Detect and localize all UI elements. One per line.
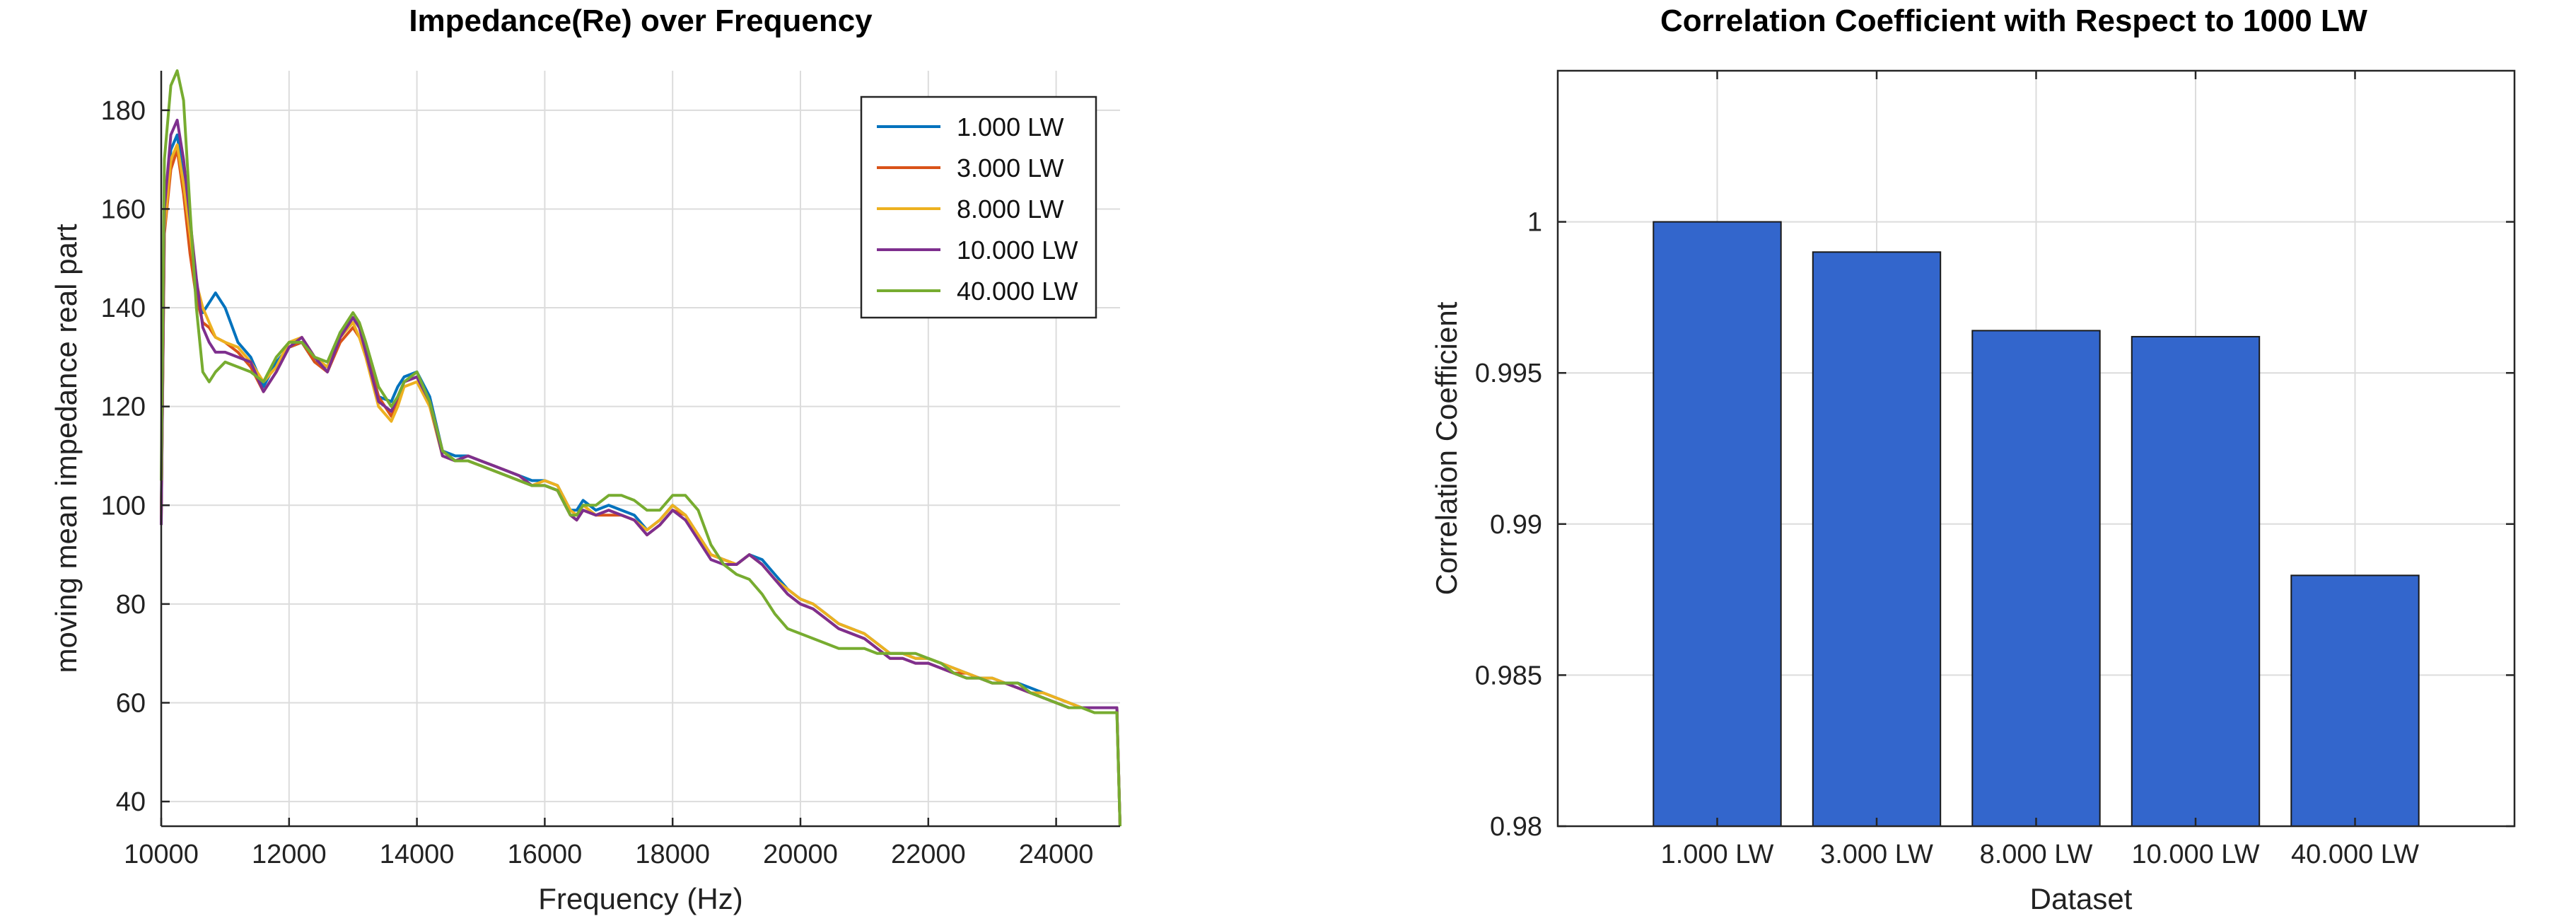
chart1-ytick-label: 40	[116, 787, 146, 817]
chart1-xtick-label: 18000	[635, 840, 710, 869]
chart1-legend-label: 1.000 LW	[957, 112, 1063, 141]
chart1-xtick-label: 12000	[252, 840, 327, 869]
chart2-ytick-label: 0.98	[1490, 812, 1542, 842]
chart1-y-label: moving mean impedance real part	[49, 224, 83, 673]
chart2-xtick-label: 40.000 LW	[2291, 840, 2419, 869]
chart2-bar	[1812, 251, 1942, 827]
chart1-xtick-label: 16000	[508, 840, 583, 869]
chart1-series	[160, 69, 1121, 827]
chart1-ytick-label: 100	[101, 491, 146, 521]
chart1-xtick-label: 24000	[1019, 840, 1094, 869]
chart2-xtick-label: 8.000 LW	[1980, 840, 2093, 869]
chart2-x-label: Dataset	[2030, 882, 2133, 915]
chart1-series-line	[160, 69, 1121, 827]
chart2-y-label: Correlation Coefficient	[1430, 301, 1463, 595]
chart2-xtick-label: 10.000 LW	[2132, 840, 2260, 869]
correlation-bar-chart: Correlation Coefficient with Respect to …	[1430, 4, 2516, 915]
chart2-bar	[1653, 221, 1782, 828]
chart2-xtick-label: 1.000 LW	[1661, 840, 1774, 869]
chart1-ytick-label: 80	[116, 590, 146, 620]
chart1-legend-label: 40.000 LW	[957, 277, 1078, 306]
chart1-ytick-label: 60	[116, 688, 146, 718]
chart2-bar	[2131, 335, 2261, 828]
chart2-xtick-label: 3.000 LW	[1820, 840, 1933, 869]
chart1-x-label: Frequency (Hz)	[538, 882, 742, 915]
chart2-ytick-label: 0.99	[1490, 510, 1542, 540]
chart1-legend-label: 3.000 LW	[957, 154, 1063, 183]
chart1-xtick-label: 22000	[891, 840, 966, 869]
chart1-xtick-label: 14000	[380, 840, 455, 869]
chart1-ticks: 10000 12000 14000 16000 18000 20000 22000 24000…	[101, 96, 1094, 869]
chart2-bar	[2290, 574, 2420, 827]
impedance-line-chart: Impedance(Re) over Frequency 10000 12000 1…	[49, 4, 1121, 915]
chart2-ticks: 0.98 0.985 0.99 0.995 1 1.000 LW 3.000 LW 8.000…	[1475, 71, 2514, 869]
chart1-legend-label: 8.000 LW	[957, 195, 1063, 224]
chart2-title: Correlation Coefficient with Respect to …	[1660, 4, 2367, 38]
chart1-xtick-label: 20000	[763, 840, 838, 869]
chart1-ytick-label: 140	[101, 294, 146, 323]
chart2-ytick-label: 1	[1527, 208, 1542, 238]
chart1-ytick-label: 180	[101, 96, 146, 126]
chart2-ytick-label: 0.985	[1475, 661, 1542, 690]
chart1-ytick-label: 120	[101, 393, 146, 422]
chart1-title: Impedance(Re) over Frequency	[409, 4, 873, 38]
chart1-legend-label: 10.000 LW	[957, 236, 1078, 265]
chart1-ytick-label: 160	[101, 195, 146, 224]
chart1-xtick-label: 10000	[124, 840, 199, 869]
chart1-legend: 1.000 LW 3.000 LW 8.000 LW 10.000 LW 40.000 …	[860, 95, 1097, 319]
chart2-ytick-label: 0.995	[1475, 359, 1542, 388]
chart2-bar	[1971, 330, 2101, 827]
